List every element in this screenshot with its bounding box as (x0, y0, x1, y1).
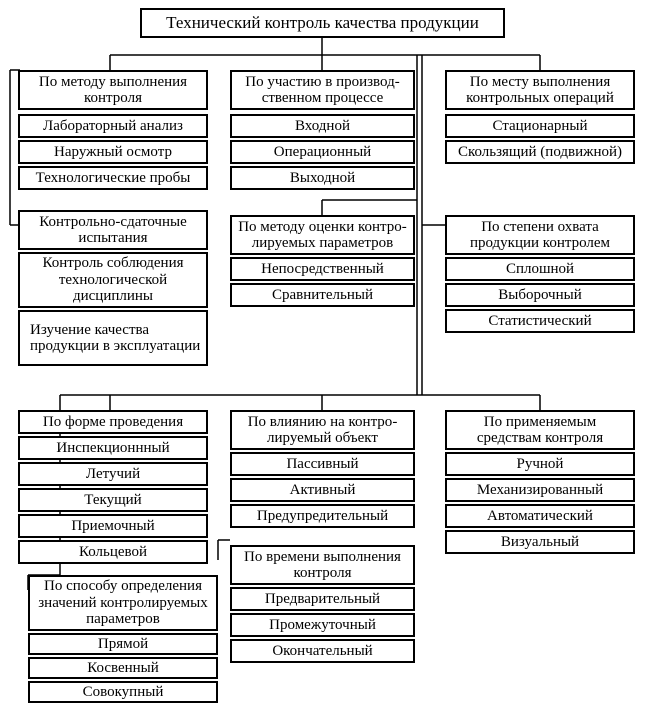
g3-item-1: Скользящий (подвижной) (445, 140, 635, 164)
g9-header: По применяемым средствам контроля (445, 410, 635, 450)
g10-item-0: Предварительный (230, 587, 415, 611)
g7-item-0: Инспекционнный (18, 436, 208, 460)
root-label: Технический контроль качества продукции (166, 14, 479, 33)
g4-item-1: Изучение качества продукции в эксплуатац… (18, 310, 208, 366)
g9-item-1: Механизированный (445, 478, 635, 502)
g3-item-0: Стационарный (445, 114, 635, 138)
g11-item-2: Совокупный (28, 681, 218, 703)
g8-item-2: Предупредительный (230, 504, 415, 528)
g9-item-3: Визуальный (445, 530, 635, 554)
g7-item-4: Кольцевой (18, 540, 208, 564)
g5-item-1: Сравнительный (230, 283, 415, 307)
g10-item-2: Окончательный (230, 639, 415, 663)
g8-header: По влиянию на контро­лируемый объект (230, 410, 415, 450)
g7-header: По форме проведения (18, 410, 208, 434)
g7-item-3: Приемочный (18, 514, 208, 538)
g1-item-0: Лабораторный анализ (18, 114, 208, 138)
g6-item-2: Статистический (445, 309, 635, 333)
g7-item-2: Текущий (18, 488, 208, 512)
g9-item-0: Ручной (445, 452, 635, 476)
g3-header: По месту выполнения контрольных операций (445, 70, 635, 110)
g4-item-0: Контроль соблюдения технологической дисц… (18, 252, 208, 308)
root-box: Технический контроль качества продукции (140, 8, 505, 38)
g1-item-2: Технологические пробы (18, 166, 208, 190)
g10-item-1: Промежуточный (230, 613, 415, 637)
g2-item-0: Входной (230, 114, 415, 138)
g11-item-1: Косвенный (28, 657, 218, 679)
g2-item-2: Выходной (230, 166, 415, 190)
g2-item-1: Операционный (230, 140, 415, 164)
g4-header: Контрольно-сдаточные испытания (18, 210, 208, 250)
g2-header: По участию в производ­ственном процессе (230, 70, 415, 110)
g11-header: По способу определения значений контроли… (28, 575, 218, 631)
g8-item-1: Активный (230, 478, 415, 502)
g7-item-1: Летучий (18, 462, 208, 486)
g9-item-2: Автоматический (445, 504, 635, 528)
g6-item-1: Выборочный (445, 283, 635, 307)
g6-item-0: Сплошной (445, 257, 635, 281)
g6-header: По степени охвата продукции контролем (445, 215, 635, 255)
g5-header: По методу оценки контро­лируемых парамет… (230, 215, 415, 255)
g1-header: По методу выполнения контроля (18, 70, 208, 110)
g10-header: По времени выполнения контроля (230, 545, 415, 585)
g5-item-0: Непосредственный (230, 257, 415, 281)
g11-item-0: Прямой (28, 633, 218, 655)
g8-item-0: Пассивный (230, 452, 415, 476)
g1-item-1: Наружный осмотр (18, 140, 208, 164)
